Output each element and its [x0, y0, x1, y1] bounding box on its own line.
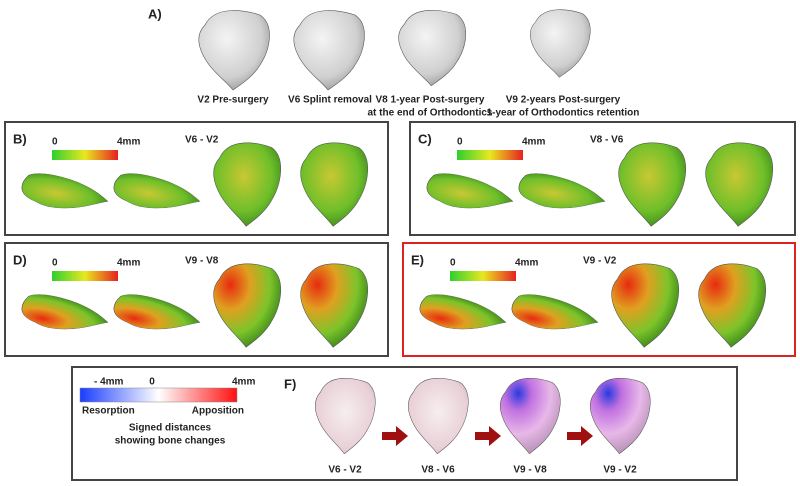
- bone-model: [611, 263, 680, 348]
- bone-model: [618, 142, 687, 227]
- panel-title: V9 - V8: [185, 256, 219, 267]
- bone-model: [18, 290, 112, 339]
- arrow: [382, 426, 408, 446]
- bone-model: [18, 169, 112, 218]
- panel-frame: [71, 366, 738, 481]
- legend-min: - 4mm: [94, 377, 124, 388]
- shape-caption: V8 - V6: [421, 465, 455, 476]
- panel: D) V9 - V8 0 4mm: [4, 242, 389, 357]
- bone-model: [407, 377, 469, 455]
- scale-max: 4mm: [522, 137, 545, 148]
- scale-max: 4mm: [515, 258, 538, 269]
- legend-caption: showing bone changes: [115, 436, 226, 447]
- bone-model: [423, 169, 517, 218]
- legend-mid: 0: [149, 377, 155, 388]
- bone-model: [198, 10, 270, 91]
- panel-title: V9 - V2: [583, 256, 617, 267]
- color-scale: [79, 387, 238, 403]
- bone-model: [213, 142, 282, 227]
- panel-title: V8 - V6: [590, 135, 624, 146]
- bone-model: [705, 142, 774, 227]
- panel-title: V6 - V2: [185, 135, 219, 146]
- shape-caption: V2 Pre-surgery: [197, 95, 269, 106]
- bone-model: [398, 9, 467, 87]
- scale-min: 0: [457, 137, 463, 148]
- panel-frame: [4, 121, 389, 236]
- legend-max: 4mm: [232, 377, 255, 388]
- shape-caption: V8 1-year Post-surgery: [376, 95, 485, 106]
- legend-right: Apposition: [192, 406, 244, 417]
- bone-model: [300, 263, 369, 348]
- color-scale: [450, 271, 516, 281]
- bone-model: [110, 169, 204, 218]
- scale-max: 4mm: [117, 137, 140, 148]
- panel-label: B): [13, 131, 27, 146]
- bone-model: [314, 377, 376, 455]
- shape-caption: at the end of Orthodontics: [368, 108, 493, 119]
- color-scale: [52, 150, 118, 160]
- panel-label: F): [284, 376, 296, 391]
- bone-model: [213, 263, 282, 348]
- scale-min: 0: [52, 137, 58, 148]
- shape-caption: V9 2-years Post-surgery: [506, 95, 621, 106]
- panel: E) V9 - V2 0 4mm: [402, 242, 796, 357]
- bone-model: [698, 263, 767, 348]
- panel-label: D): [13, 252, 27, 267]
- bone-model: [110, 290, 204, 339]
- bone-model: [529, 9, 591, 78]
- bone-model: [589, 377, 651, 455]
- color-scale: [52, 271, 118, 281]
- arrow: [567, 426, 593, 446]
- legend-left: Resorption: [82, 406, 135, 417]
- panel-label: E): [411, 252, 424, 267]
- panel: B) V6 - V2 0 4mm: [4, 121, 389, 236]
- shape-caption: 1-year of Orthodontics retention: [487, 108, 640, 119]
- panel-label: A): [148, 6, 162, 21]
- bone-model: [508, 290, 602, 339]
- panel-label: C): [418, 131, 432, 146]
- bone-model: [515, 169, 609, 218]
- shape-caption: V9 - V8: [513, 465, 547, 476]
- shape-caption: V6 Splint removal: [288, 95, 372, 106]
- arrow: [475, 426, 501, 446]
- bone-model: [300, 142, 369, 227]
- color-scale: [457, 150, 523, 160]
- scale-max: 4mm: [117, 258, 140, 269]
- shape-caption: V9 - V2: [603, 465, 637, 476]
- scale-min: 0: [52, 258, 58, 269]
- bone-model: [499, 377, 561, 455]
- panel-frame: [4, 242, 389, 357]
- legend-caption: Signed distances: [129, 423, 212, 434]
- bone-model: [293, 10, 365, 91]
- panel-frame: [409, 121, 796, 236]
- shape-caption: V6 - V2: [328, 465, 362, 476]
- panel: C) V8 - V6 0 4mm: [409, 121, 796, 236]
- panel: - 4mm 0 4mm Resorption Apposition Signed dist…: [71, 366, 738, 481]
- scale-min: 0: [450, 258, 456, 269]
- panel-frame: [402, 242, 796, 357]
- bone-model: [416, 290, 510, 339]
